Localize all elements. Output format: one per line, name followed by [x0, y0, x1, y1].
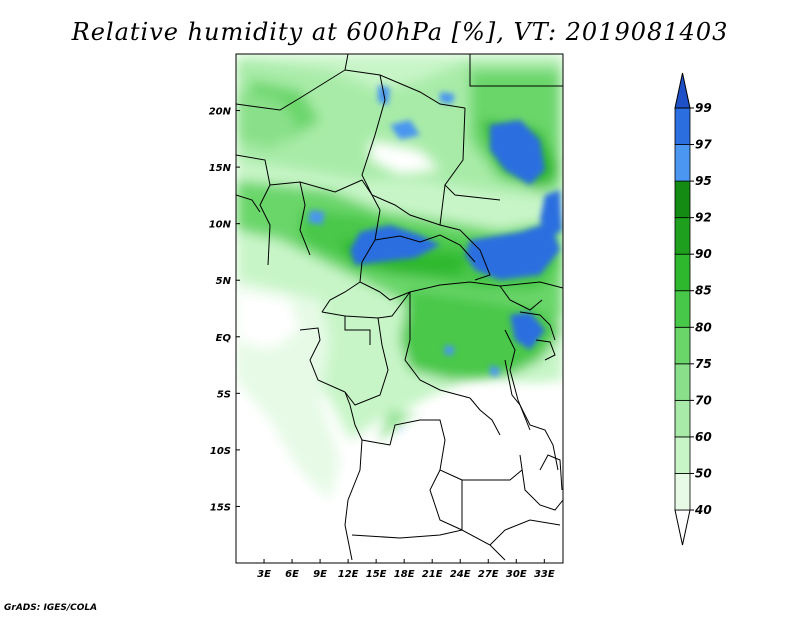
colorbar-label: 95	[695, 174, 712, 188]
colorbar-lower-triangle	[674, 509, 691, 546]
colorbar-label: 80	[695, 320, 712, 334]
lon-tick-label: 9E	[313, 569, 327, 580]
lon-tick-label: 27E	[478, 569, 499, 580]
colorbar-label: 75	[695, 357, 712, 371]
map-frame	[235, 53, 564, 564]
lon-tick-label: 15E	[366, 569, 387, 580]
lat-tick-label: 10N	[209, 220, 232, 231]
colorbar-segment	[674, 290, 691, 328]
colorbar-label: 60	[695, 430, 712, 444]
boundaries	[236, 54, 563, 561]
map-title: Relative humidity at 600hPa [%], VT: 201…	[71, 18, 729, 46]
humidity-field	[236, 54, 563, 563]
lat-tick-label: 5S	[217, 389, 231, 400]
lat-tick-label: 5N	[216, 276, 232, 287]
colorbar-label: 92	[695, 211, 712, 225]
footer-credit: GrADS: IGES/COLA	[4, 603, 98, 613]
lon-tick-label: 6E	[285, 569, 299, 580]
lat-tick-label: 10S	[210, 446, 231, 457]
colorbar-segment	[674, 180, 691, 219]
colorbar-label: 99	[695, 101, 712, 115]
longitude-axis: 3E 6E 9E 12E 15E 18E 21E 24E 27E 30E 33E	[257, 559, 555, 580]
colorbar-label: 85	[695, 284, 712, 298]
lon-tick-label: 33E	[534, 569, 555, 580]
colorbar-segment	[674, 473, 691, 511]
colorbar-label: 70	[695, 393, 712, 407]
colorbar-segment	[674, 363, 691, 401]
lon-tick-label: 12E	[338, 569, 359, 580]
colorbar-segment	[674, 217, 691, 255]
lat-tick-label: EQ	[216, 333, 232, 344]
lat-tick-label: 15N	[209, 163, 232, 174]
lon-tick-label: 18E	[394, 569, 415, 580]
colorbar: 40 50 60 70 75 80 85 90 92 95 97 99	[674, 72, 712, 546]
colorbar-label: 97	[695, 138, 712, 152]
lon-tick-label: 3E	[257, 569, 271, 580]
lon-tick-label: 21E	[422, 569, 443, 580]
colorbar-segment	[674, 326, 691, 365]
colorbar-segment	[674, 253, 691, 292]
colorbar-upper-triangle	[674, 72, 691, 109]
colorbar-label: 40	[694, 503, 712, 517]
colorbar-label: 90	[695, 247, 712, 261]
latitude-axis: 20N 15N 10N 5N EQ 5S 10S 15S	[209, 107, 240, 513]
lon-tick-label: 24E	[450, 569, 471, 580]
colorbar-segment	[674, 399, 691, 438]
lon-tick-label: 30E	[506, 569, 527, 580]
colorbar-segment	[674, 144, 691, 182]
colorbar-segment	[674, 436, 691, 474]
colorbar-label: 50	[695, 466, 712, 480]
lat-tick-label: 20N	[209, 107, 232, 118]
lat-tick-label: 15S	[210, 502, 231, 513]
colorbar-segment	[674, 107, 691, 145]
